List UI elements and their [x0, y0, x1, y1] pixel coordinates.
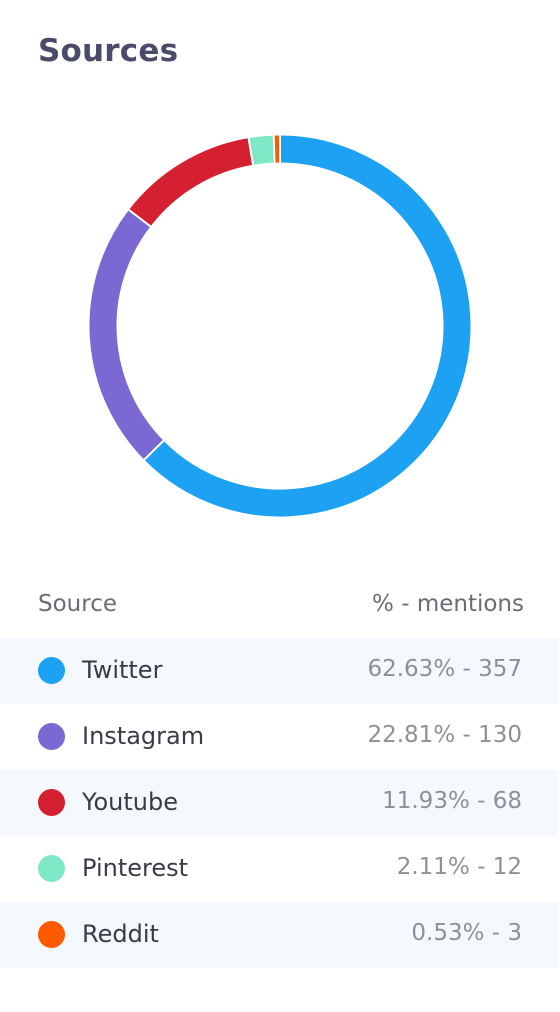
source-name: Pinterest	[82, 854, 189, 882]
source-name: Twitter	[82, 656, 163, 684]
donut-slice-pinterest[interactable]	[248, 135, 275, 165]
donut-chart-svg	[89, 134, 471, 517]
slice-separator	[247, 136, 255, 166]
slice-separator	[272, 134, 276, 164]
source-name: Youtube	[82, 788, 178, 816]
reddit-color-dot	[38, 921, 65, 948]
source-value: 11.93% - 68	[382, 788, 522, 814]
youtube-color-dot	[38, 789, 65, 816]
table-row-reddit: Reddit 0.53% - 3	[0, 902, 558, 968]
source-name: Reddit	[82, 920, 159, 948]
donut-chart	[0, 110, 560, 540]
table-row-instagram: Instagram 22.81% - 130	[0, 704, 558, 770]
source-name: Instagram	[82, 722, 205, 750]
sources-table: Twitter 62.63% - 357 Instagram 22.81% - …	[0, 638, 560, 968]
pinterest-color-dot	[38, 855, 65, 882]
table-row-pinterest: Pinterest 2.11% - 12	[0, 836, 558, 902]
twitter-color-dot	[38, 657, 65, 684]
card-title: Sources	[38, 33, 179, 69]
donut-slice-youtube[interactable]	[128, 138, 254, 227]
slice-separator	[142, 439, 165, 462]
table-row-twitter: Twitter 62.63% - 357	[0, 638, 558, 704]
column-header-source: Source	[38, 591, 117, 617]
donut-slice-instagram[interactable]	[89, 209, 164, 460]
table-header: Source % - mentions	[0, 585, 560, 625]
source-value: 62.63% - 357	[367, 656, 522, 682]
source-value: 22.81% - 130	[367, 722, 522, 748]
table-row-youtube: Youtube 11.93% - 68	[0, 770, 558, 836]
source-value: 2.11% - 12	[396, 854, 522, 880]
slice-separator	[127, 208, 152, 228]
donut-slice-twitter[interactable]	[144, 135, 471, 517]
instagram-color-dot	[38, 723, 65, 750]
source-value: 0.53% - 3	[411, 920, 522, 946]
column-header-mentions: % - mentions	[372, 591, 524, 617]
